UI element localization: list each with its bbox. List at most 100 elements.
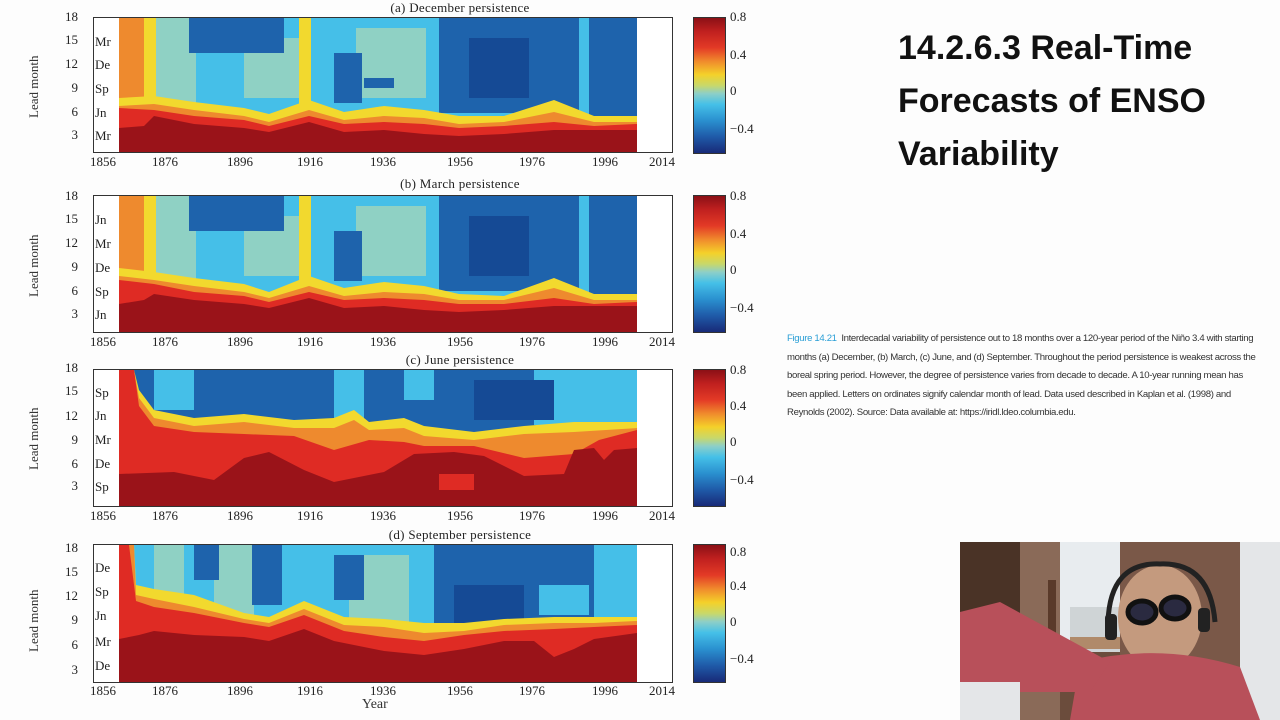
colorbar-tick: 0.4 <box>730 578 747 593</box>
month-label: Mr <box>95 432 111 447</box>
x-tick: 1996 <box>592 154 618 169</box>
x-tick: 1916 <box>297 683 323 698</box>
y-tick: 18 <box>65 360 78 375</box>
month-label: Mr <box>95 128 111 143</box>
x-tick: 1856 <box>90 154 116 169</box>
x-tick: 1876 <box>152 334 178 349</box>
colorbar-tick: −0.4 <box>730 651 754 666</box>
colorbar-tick: −0.4 <box>730 300 754 315</box>
x-tick: 1896 <box>227 508 253 523</box>
y-tick: 6 <box>71 283 79 298</box>
colorbar <box>693 195 726 333</box>
x-tick: 1976 <box>519 334 545 349</box>
slide-title-line: Forecasts of ENSO <box>898 82 1206 120</box>
x-tick: 1976 <box>519 154 545 169</box>
y-tick: 12 <box>65 588 78 603</box>
y-tick: 18 <box>65 9 78 24</box>
y-axis-label: Lead month <box>26 234 41 297</box>
panel-title: (a) December persistence <box>390 0 530 15</box>
y-tick: 18 <box>65 188 78 203</box>
y-tick: 9 <box>71 80 79 95</box>
x-tick: 1996 <box>592 683 618 698</box>
x-tick: 1876 <box>152 683 178 698</box>
x-axis-label: Year <box>362 697 388 712</box>
month-label: De <box>95 260 111 275</box>
x-tick: 1956 <box>447 683 473 698</box>
y-tick: 18 <box>65 540 78 555</box>
colorbar <box>693 544 726 683</box>
x-tick: 1896 <box>227 334 253 349</box>
panel-title: (d) September persistence <box>388 527 532 542</box>
x-tick: 1936 <box>370 683 396 698</box>
y-axis-label: Lead month <box>26 55 41 118</box>
colorbar-tick: 0.8 <box>730 544 747 559</box>
x-tick: 2014 <box>649 154 675 169</box>
month-label: Sp <box>95 385 109 400</box>
colorbar-tick: 0.4 <box>730 47 747 62</box>
month-label: Jn <box>95 408 107 423</box>
month-label: Jn <box>95 212 107 227</box>
month-label: Sp <box>95 479 109 494</box>
x-tick: 1956 <box>447 508 473 523</box>
y-tick: 12 <box>65 235 78 250</box>
x-tick: 1936 <box>370 508 396 523</box>
y-tick: 12 <box>65 408 78 423</box>
slide-title-line: 14.2.6.3 Real-Time <box>898 29 1193 67</box>
month-label: Mr <box>95 236 111 251</box>
month-label: De <box>95 560 111 575</box>
colorbar-tick: −0.4 <box>730 121 754 136</box>
x-tick: 2014 <box>649 334 675 349</box>
x-tick: 1856 <box>90 508 116 523</box>
heatmap-plot <box>93 544 673 683</box>
colorbar <box>693 17 726 154</box>
x-tick: 1936 <box>370 154 396 169</box>
colorbar-tick: 0.8 <box>730 188 747 203</box>
heatmap-plot <box>93 369 673 507</box>
y-tick: 6 <box>71 104 79 119</box>
y-tick: 9 <box>71 612 79 627</box>
y-tick: 6 <box>71 456 79 471</box>
heatmap-plot <box>93 195 673 333</box>
x-tick: 1976 <box>519 508 545 523</box>
caption-text: Interdecadal variability of persistence … <box>787 333 1256 418</box>
panel-title: (b) March persistence <box>400 176 520 191</box>
month-label: Jn <box>95 105 107 120</box>
x-tick: 1956 <box>447 154 473 169</box>
heatmap-plot <box>93 17 673 153</box>
x-tick: 1936 <box>370 334 396 349</box>
y-tick: 15 <box>65 383 78 398</box>
y-tick: 3 <box>71 127 79 142</box>
colorbar-tick: 0.4 <box>730 226 747 241</box>
y-tick: 12 <box>65 56 78 71</box>
month-label: Mr <box>95 34 111 49</box>
y-tick: 3 <box>71 662 79 677</box>
x-tick: 1956 <box>447 334 473 349</box>
month-label: Sp <box>95 284 109 299</box>
month-label: Sp <box>95 81 109 96</box>
month-label: Sp <box>95 584 109 599</box>
month-label: Jn <box>95 307 107 322</box>
x-tick: 1916 <box>297 334 323 349</box>
x-tick: 2014 <box>649 508 675 523</box>
x-tick: 2014 <box>649 683 675 698</box>
y-axis-label: Lead month <box>26 407 41 470</box>
colorbar-tick: 0.8 <box>730 362 747 377</box>
x-tick: 1996 <box>592 334 618 349</box>
x-tick: 1916 <box>297 154 323 169</box>
y-tick: 15 <box>65 564 78 579</box>
x-tick: 1876 <box>152 508 178 523</box>
month-label: Jn <box>95 608 107 623</box>
x-tick: 1896 <box>227 154 253 169</box>
colorbar <box>693 369 726 507</box>
colorbar-tick: −0.4 <box>730 472 754 487</box>
y-tick: 15 <box>65 32 78 47</box>
month-label: De <box>95 57 111 72</box>
x-tick: 1916 <box>297 508 323 523</box>
slide-title: 14.2.6.3 Real-Time Forecasts of ENSO Var… <box>898 22 1258 181</box>
y-tick: 9 <box>71 259 79 274</box>
y-tick: 9 <box>71 432 79 447</box>
y-tick: 6 <box>71 637 79 652</box>
colorbar-tick: 0.8 <box>730 9 747 24</box>
colorbar-tick: 0 <box>730 83 737 98</box>
panel-title: (c) June persistence <box>405 352 515 367</box>
